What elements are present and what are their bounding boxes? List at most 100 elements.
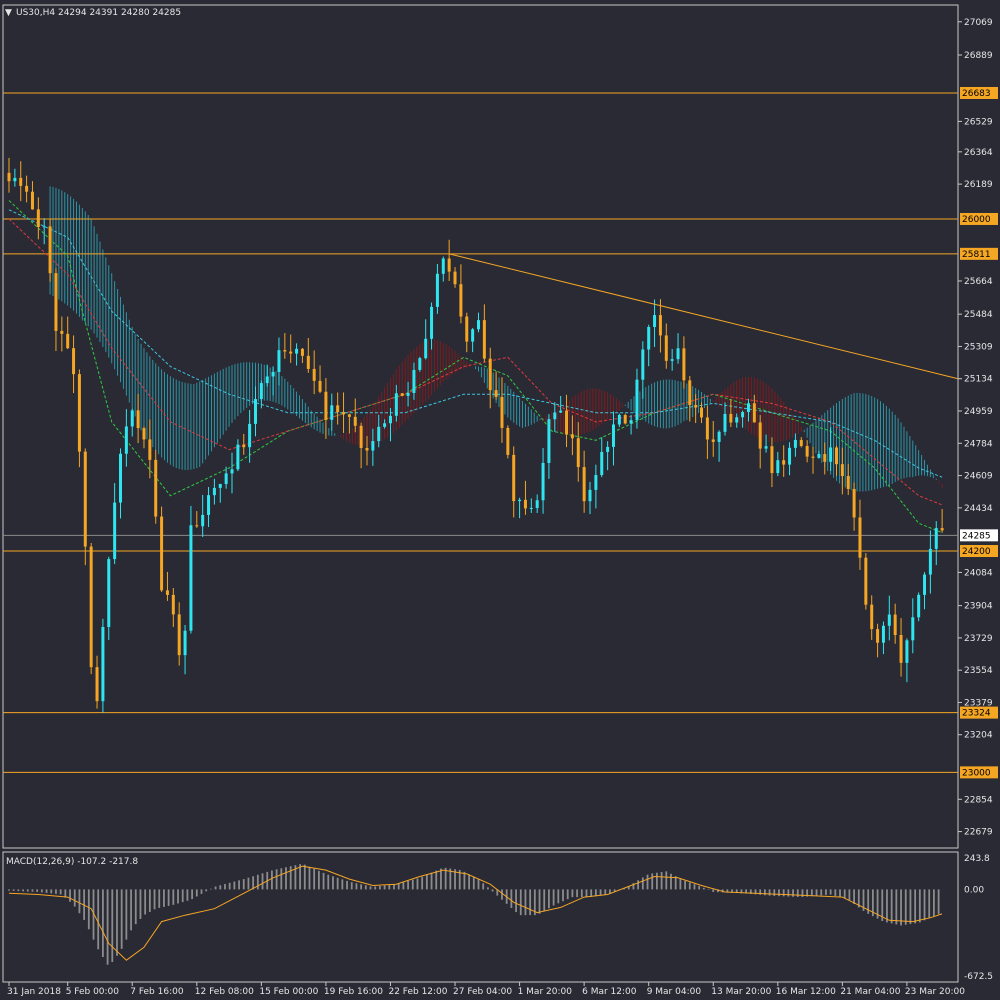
candle-body[interactable] — [318, 380, 322, 392]
candle-body[interactable] — [917, 594, 921, 618]
main-price-panel[interactable]: 27069 26889 26529 26364 26189 25664 25484 25309… — [2, 4, 998, 849]
candle-body[interactable] — [160, 516, 164, 591]
candle-body[interactable] — [864, 557, 868, 605]
candle-body[interactable] — [793, 439, 797, 448]
candle-body[interactable] — [218, 483, 222, 488]
candle-body[interactable] — [406, 393, 410, 396]
candle-body[interactable] — [72, 348, 76, 375]
candle-body[interactable] — [424, 338, 428, 359]
candle-body[interactable] — [236, 444, 240, 470]
candle-body[interactable] — [435, 273, 439, 307]
candle-body[interactable] — [359, 425, 363, 448]
candle-body[interactable] — [664, 335, 668, 361]
candle-body[interactable] — [324, 391, 328, 420]
candle-body[interactable] — [500, 396, 504, 428]
candle-body[interactable] — [95, 667, 99, 702]
candle-body[interactable] — [547, 419, 551, 463]
candle-body[interactable] — [48, 226, 52, 274]
candle-body[interactable] — [729, 413, 733, 423]
candle-body[interactable] — [136, 410, 140, 429]
candle-body[interactable] — [770, 446, 774, 474]
candle-body[interactable] — [453, 271, 457, 285]
candle-body[interactable] — [658, 315, 662, 336]
candle-body[interactable] — [89, 546, 93, 668]
candle-body[interactable] — [207, 495, 211, 515]
candle-body[interactable] — [553, 412, 557, 420]
candle-body[interactable] — [940, 528, 944, 531]
candle-body[interactable] — [248, 423, 252, 448]
candle-body[interactable] — [858, 517, 862, 558]
candle-body[interactable] — [300, 348, 304, 356]
candle-body[interactable] — [418, 358, 422, 370]
candle-body[interactable] — [19, 177, 23, 186]
candle-body[interactable] — [388, 415, 392, 424]
candle-body[interactable] — [142, 428, 146, 440]
candle-body[interactable] — [617, 415, 621, 425]
candle-body[interactable] — [119, 453, 123, 503]
candle-body[interactable] — [911, 617, 915, 641]
candle-body[interactable] — [758, 422, 762, 449]
candle-body[interactable] — [788, 447, 792, 465]
candle-body[interactable] — [482, 320, 486, 359]
candle-body[interactable] — [66, 333, 70, 349]
candle-body[interactable] — [523, 499, 527, 509]
candle-body[interactable] — [488, 358, 492, 391]
candle-body[interactable] — [899, 635, 903, 663]
candle-body[interactable] — [799, 439, 803, 446]
candle-body[interactable] — [881, 625, 885, 643]
candle-body[interactable] — [347, 414, 351, 417]
candle-body[interactable] — [876, 629, 880, 643]
candle-body[interactable] — [353, 416, 357, 426]
candle-body[interactable] — [870, 604, 874, 630]
candle-body[interactable] — [242, 444, 246, 448]
candle-body[interactable] — [42, 226, 46, 228]
candle-body[interactable] — [477, 320, 480, 330]
candle-body[interactable] — [535, 500, 539, 508]
candle-body[interactable] — [506, 427, 510, 455]
candle-body[interactable] — [641, 349, 645, 380]
candle-body[interactable] — [154, 459, 158, 517]
candle-body[interactable] — [289, 351, 293, 354]
candle-body[interactable] — [705, 417, 709, 440]
candle-body[interactable] — [893, 614, 897, 636]
candle-body[interactable] — [782, 460, 786, 465]
candle-body[interactable] — [295, 348, 299, 354]
candle-body[interactable] — [594, 475, 598, 490]
candle-body[interactable] — [629, 420, 633, 424]
candle-body[interactable] — [465, 316, 469, 342]
candle-body[interactable] — [934, 528, 938, 549]
macd-panel[interactable]: 243.8 0.00 -672.5 — [2, 851, 993, 983]
candle-body[interactable] — [230, 469, 234, 474]
candle-body[interactable] — [306, 355, 310, 369]
candle-body[interactable] — [259, 383, 263, 400]
candle-body[interactable] — [746, 403, 750, 413]
candle-body[interactable] — [905, 640, 909, 663]
candle-body[interactable] — [25, 185, 29, 192]
candle-body[interactable] — [717, 431, 721, 442]
candle-body[interactable] — [312, 368, 316, 381]
candle-body[interactable] — [77, 374, 81, 452]
dropdown-triangle-icon[interactable]: ▼ — [5, 8, 12, 18]
candle-body[interactable] — [723, 413, 727, 432]
candle-body[interactable] — [700, 407, 704, 418]
candle-body[interactable] — [811, 456, 815, 458]
candle-body[interactable] — [741, 412, 745, 418]
candle-body[interactable] — [570, 434, 574, 439]
candle-body[interactable] — [148, 439, 152, 460]
candle-body[interactable] — [101, 626, 105, 702]
candle-body[interactable] — [383, 423, 387, 427]
candle-body[interactable] — [647, 326, 651, 350]
candle-body[interactable] — [840, 464, 844, 477]
candle-body[interactable] — [265, 376, 269, 384]
candle-body[interactable] — [394, 393, 398, 416]
candle-body[interactable] — [688, 380, 692, 406]
candle-body[interactable] — [36, 209, 40, 227]
candle-body[interactable] — [565, 410, 569, 435]
candle-body[interactable] — [834, 447, 838, 465]
candle-body[interactable] — [670, 359, 674, 361]
candle-body[interactable] — [412, 369, 416, 394]
candle-body[interactable] — [113, 502, 117, 560]
candle-body[interactable] — [752, 403, 756, 423]
candle-body[interactable] — [576, 438, 580, 468]
